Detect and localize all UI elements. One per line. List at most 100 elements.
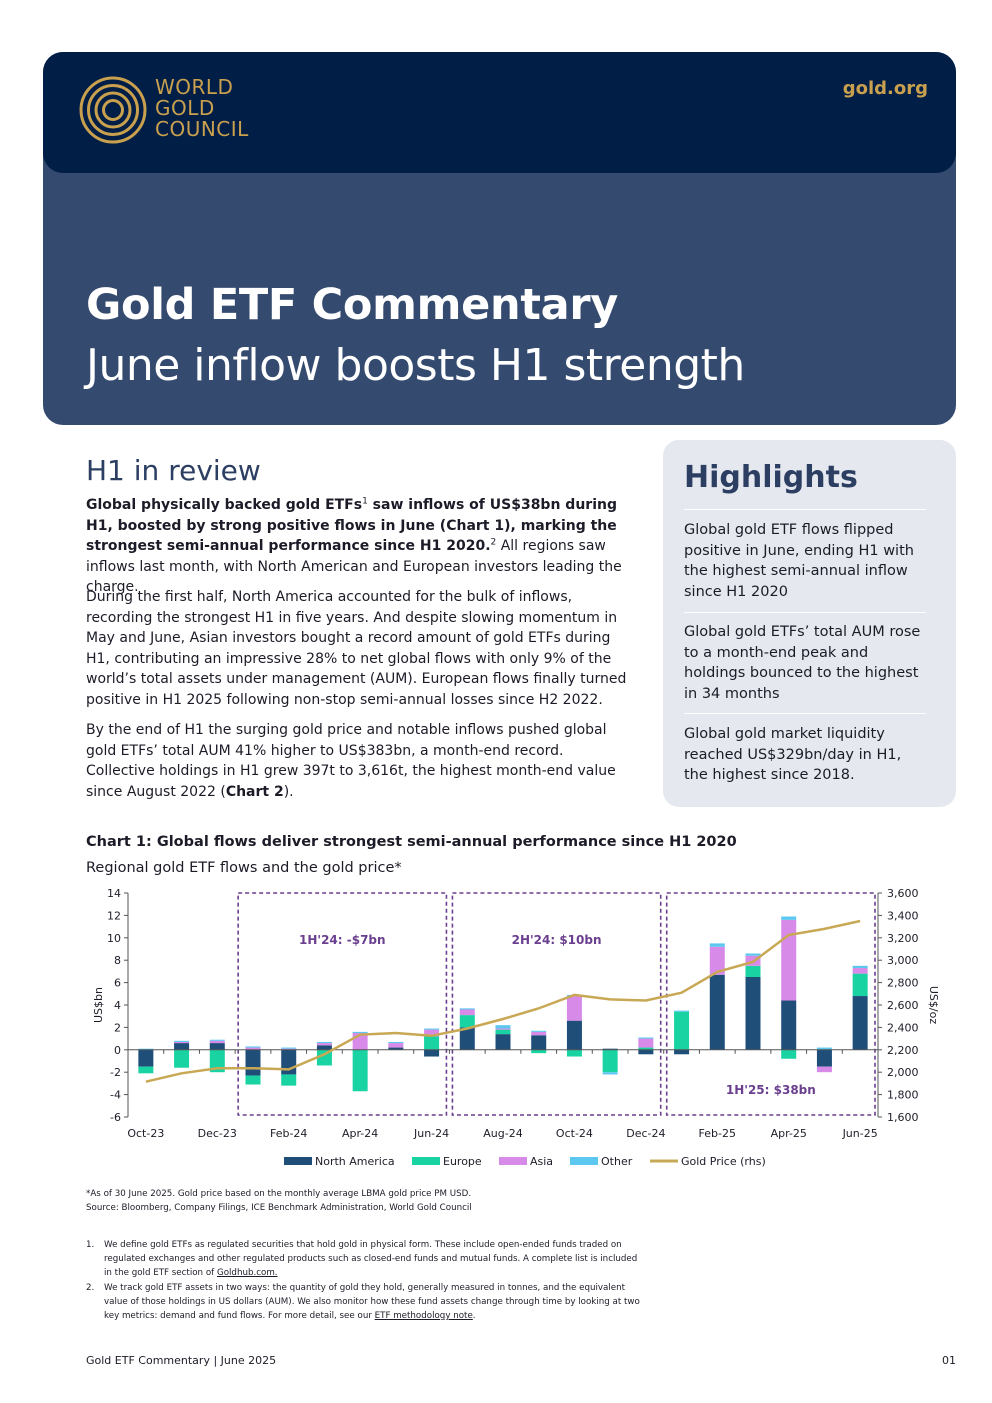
bar-segment <box>316 1045 332 1050</box>
y2-tick-label: 3,000 <box>887 954 919 967</box>
bar-segment <box>852 965 868 969</box>
bar-segment <box>174 1040 190 1042</box>
footnote-body: We track gold ETF assets in two ways: th… <box>104 1283 640 1321</box>
x-tick-label: Feb-24 <box>270 1127 307 1140</box>
y-tick-label: -6 <box>110 1111 121 1124</box>
y-tick-label: 6 <box>114 977 121 990</box>
section-heading-h1-review: H1 in review <box>86 454 261 487</box>
logo-line-1: WORLD <box>155 75 234 99</box>
bar-segment <box>745 965 761 977</box>
period-box <box>451 892 662 1116</box>
footnote-number: 2. <box>86 1283 95 1293</box>
bar-segment <box>459 1008 475 1010</box>
y2-tick-label: 2,400 <box>887 1021 919 1034</box>
bar-segment <box>209 1049 225 1073</box>
bar-segment <box>531 1030 547 1032</box>
bar-segment <box>316 1041 332 1044</box>
x-tick-label: Apr-24 <box>342 1127 378 1140</box>
legend-label: Europe <box>443 1155 482 1168</box>
page-number: 01 <box>942 1354 956 1367</box>
review-p1-bold-b: saw inflows of US$38bn during H1, booste… <box>86 497 617 554</box>
highlights-divider <box>684 612 926 613</box>
y2-tick-label: 1,800 <box>887 1089 919 1102</box>
review-p1-bold-a: Global physically backed gold ETFs <box>86 497 363 513</box>
bar-segment <box>709 943 725 947</box>
footnote-number: 1. <box>86 1240 95 1250</box>
legend-label: Asia <box>530 1155 553 1168</box>
bar-segment <box>602 1049 618 1073</box>
y-tick-label: 8 <box>114 954 121 967</box>
world-gold-council-logo-icon <box>79 76 147 144</box>
bar-segment <box>781 1049 797 1059</box>
footnote-body: We define gold ETFs as regulated securit… <box>104 1240 638 1278</box>
bar-segment <box>352 1049 368 1092</box>
bar-segment <box>852 973 868 997</box>
bar-segment <box>424 1036 440 1050</box>
chart-title: Chart 1: Global flows deliver strongest … <box>86 834 737 850</box>
bar-segment <box>245 1047 261 1050</box>
bar-segment <box>209 1039 225 1041</box>
bar-segment <box>495 1028 511 1030</box>
bar-segment <box>602 1072 618 1075</box>
y-tick-label: 2 <box>114 1021 121 1034</box>
review-paragraph-3: By the end of H1 the surging gold price … <box>86 720 634 802</box>
chart-2-reference[interactable]: Chart 2 <box>225 783 284 800</box>
bar-segment <box>138 1049 154 1067</box>
x-tick-label: Dec-24 <box>626 1127 665 1140</box>
bar-segment <box>316 1049 332 1066</box>
y2-tick-label: 3,200 <box>887 932 919 945</box>
legend-swatch <box>412 1157 440 1165</box>
y2-axis-title: US$/oz <box>927 986 940 1024</box>
bar-segment <box>174 1049 190 1068</box>
bar-segment <box>281 1047 297 1049</box>
y-tick-label: 12 <box>107 909 121 922</box>
bar-segment <box>638 1047 654 1050</box>
bar-segment <box>602 1048 618 1050</box>
legend-label: Gold Price (rhs) <box>681 1155 766 1168</box>
bar-segment <box>852 996 868 1050</box>
y-axis-title: US$bn <box>92 987 105 1023</box>
bar-segment <box>674 1049 690 1055</box>
footnote-2: 2. We track gold ETF assets in two ways:… <box>86 1281 646 1323</box>
x-tick-label: Oct-23 <box>127 1127 164 1140</box>
y-tick-label: -4 <box>110 1089 121 1102</box>
x-tick-label: Jun-25 <box>842 1127 878 1140</box>
bar-segment <box>281 1049 297 1075</box>
bar-segment <box>709 946 725 975</box>
legend-label: North America <box>315 1155 395 1168</box>
etf-methodology-link[interactable]: ETF methodology note <box>374 1311 473 1321</box>
x-tick-label: Feb-25 <box>699 1127 736 1140</box>
x-tick-label: Aug-24 <box>483 1127 522 1140</box>
highlights-divider <box>684 713 926 714</box>
header-top-bar <box>43 52 956 173</box>
bar-segment <box>174 1041 190 1044</box>
y-tick-label: 0 <box>114 1044 121 1057</box>
bar-segment <box>495 1025 511 1029</box>
footnote-text: We track gold ETF assets in two ways: th… <box>104 1281 646 1323</box>
bar-segment <box>816 1049 832 1067</box>
goldhub-link[interactable]: Goldhub.com. <box>216 1268 278 1278</box>
review-p3-a: By the end of H1 the surging gold price … <box>86 722 616 800</box>
bar-segment <box>495 1034 511 1050</box>
bar-segment <box>245 1049 261 1076</box>
footnote-tail: . <box>472 1311 476 1321</box>
y2-tick-label: 2,800 <box>887 977 919 990</box>
bar-segment <box>245 1046 261 1048</box>
y-tick-label: -2 <box>110 1066 121 1079</box>
bar-segment <box>424 1049 440 1057</box>
bar-segment <box>388 1043 404 1048</box>
legend-swatch <box>284 1157 312 1165</box>
bar-segment <box>674 1011 690 1050</box>
y2-tick-label: 1,600 <box>887 1111 919 1124</box>
highlights-title: Highlights <box>684 460 858 495</box>
highlights-panel <box>663 440 956 807</box>
period-label: 1H'25: $38bn <box>726 1083 816 1097</box>
site-link[interactable]: gold.org <box>842 78 928 99</box>
gold-price-line <box>145 919 861 1083</box>
bar-segment <box>388 1041 404 1044</box>
footnote-ref-2: 2 <box>490 537 497 548</box>
review-paragraph-2: During the first half, North America acc… <box>86 589 627 708</box>
legend-swatch <box>570 1157 598 1165</box>
review-paragraph-1: Global physically backed gold ETFs1 saw … <box>86 495 634 598</box>
document-subtitle: June inflow boosts H1 strength <box>86 340 745 391</box>
